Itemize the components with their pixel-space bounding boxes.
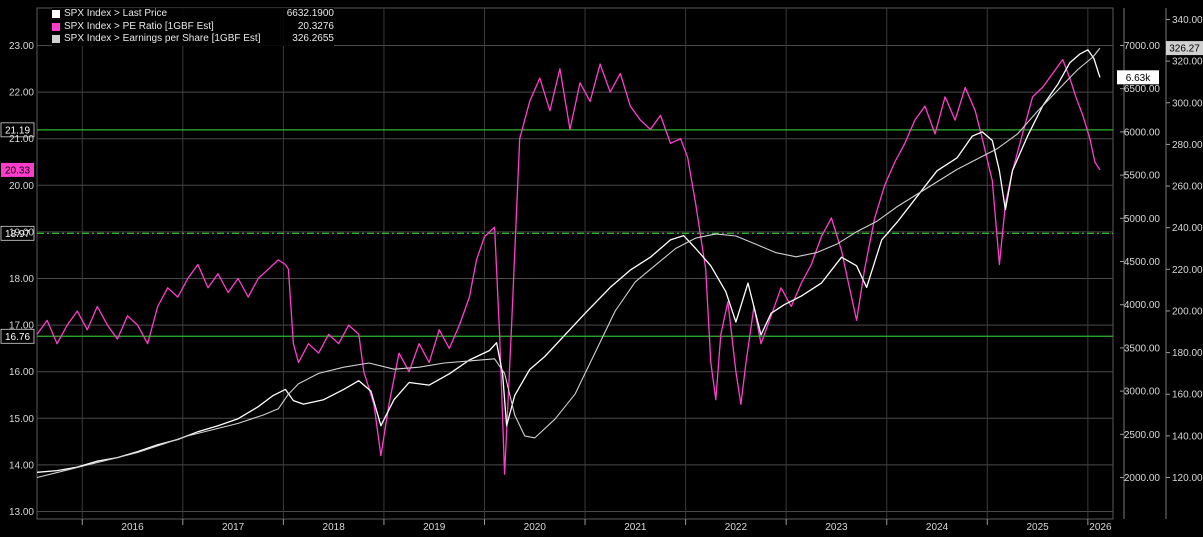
plot-frame xyxy=(36,7,1114,520)
legend-entry-pe: SPX Index > PE Ratio [1GBF Est] 20.3276 xyxy=(52,21,334,34)
x-tick-label: 2020 xyxy=(524,522,547,533)
x-tick-label: 2023 xyxy=(825,522,848,533)
y-price-tick-label: 7000.00 xyxy=(1124,41,1161,52)
legend-value-pe: 20.3276 xyxy=(297,20,334,32)
y-price-tick-label: 2500.00 xyxy=(1124,430,1161,441)
y-price-tick-label: 5000.00 xyxy=(1124,214,1161,225)
y-eps-tick-label: 240.00 xyxy=(1172,223,1203,234)
x-tick-label: 2022 xyxy=(725,522,748,533)
legend-swatch-pe xyxy=(52,22,60,31)
y-left-tick-label: 15.00 xyxy=(9,414,34,425)
eps-last-tag-box xyxy=(1166,41,1203,56)
y-eps-tick-label: 300.00 xyxy=(1172,98,1203,109)
reference-tag-box xyxy=(0,122,35,138)
y-left-tick-label: 16.00 xyxy=(9,367,34,378)
pe-last-tag-box xyxy=(1,162,34,177)
y-price-tick-label: 5500.00 xyxy=(1124,171,1161,182)
value-tags: 20.33 6.63k 326.27 xyxy=(1,41,1203,177)
y-left-tick-label: 23.00 xyxy=(9,41,34,52)
series-line-1 xyxy=(36,49,1101,473)
x-tick-label: 2018 xyxy=(323,522,346,533)
y-price-tick-label: 6000.00 xyxy=(1124,127,1161,138)
legend-swatch-eps xyxy=(52,35,60,44)
y-eps-tick-label: 340.00 xyxy=(1172,15,1203,26)
y-left-tick-label: 13.00 xyxy=(9,507,34,518)
eps-last-tag-label: 326.27 xyxy=(1169,44,1200,55)
y-eps-tick-label: 140.00 xyxy=(1172,431,1203,442)
y-eps-tick-label: 280.00 xyxy=(1172,140,1203,151)
legend-entry-price: SPX Index > Last Price 6632.1900 xyxy=(52,8,334,21)
y-left-tick-label: 18.00 xyxy=(9,274,34,285)
series-lines xyxy=(36,47,1101,479)
y-left-tick-label: 19.00 xyxy=(9,227,34,238)
reference-tag-label: 16.76 xyxy=(5,332,30,343)
y-price-tick-label: 3000.00 xyxy=(1124,387,1161,398)
x-tick-label: 2024 xyxy=(926,522,949,533)
y-left-tick-label: 17.00 xyxy=(9,321,34,332)
y-left-tick-label: 14.00 xyxy=(9,460,34,471)
legend-name-price: SPX Index > Last Price xyxy=(64,8,168,19)
y-price-tick-label: 4000.00 xyxy=(1124,300,1161,311)
chart-axes: 23.00 22.00 21.00 20.00 19.00 18.00 17.00 16.00… xyxy=(9,8,1203,533)
x-tick-label: 2025 xyxy=(1026,522,1049,533)
y-price-tick-label: 2000.00 xyxy=(1124,473,1161,484)
y-left-tick-label: 20.00 xyxy=(9,181,34,192)
legend-name-pe: SPX Index > PE Ratio [1GBF Est] xyxy=(64,20,214,32)
reference-tag-box xyxy=(0,328,35,344)
y-left-tick-label: 22.00 xyxy=(9,88,34,99)
y-eps-tick-label: 180.00 xyxy=(1172,348,1203,359)
y-eps-tick-label: 120.00 xyxy=(1172,473,1203,484)
y-price-tick-label: 4500.00 xyxy=(1124,257,1161,268)
chart-legend: SPX Index > Last Price 6632.1900 SPX Ind… xyxy=(52,8,334,46)
y-left-tick-label: 21.00 xyxy=(9,134,34,145)
series-line-0 xyxy=(36,58,1101,475)
x-tick-label: 2026 xyxy=(1089,522,1112,533)
x-tick-label: 2016 xyxy=(121,522,144,533)
reference-tag-box xyxy=(0,225,35,241)
series-line-2 xyxy=(36,47,1101,479)
y-eps-tick-label: 260.00 xyxy=(1172,182,1203,193)
y-price-tick-label: 3500.00 xyxy=(1124,343,1161,354)
y-eps-tick-label: 220.00 xyxy=(1172,265,1203,276)
legend-value-price: 6632.1900 xyxy=(286,8,334,19)
pe-last-tag-label: 20.33 xyxy=(5,165,30,176)
y-eps-tick-label: 160.00 xyxy=(1172,390,1203,401)
y-eps-tick-label: 320.00 xyxy=(1172,57,1203,68)
x-tick-label: 2021 xyxy=(624,522,647,533)
legend-entry-eps: SPX Index > Earnings per Share [1GBF Est… xyxy=(52,33,334,46)
price-last-tag-box xyxy=(1117,70,1159,85)
x-tick-label: 2017 xyxy=(222,522,245,533)
y-eps-tick-label: 200.00 xyxy=(1172,306,1203,317)
reference-tag-label: 21.19 xyxy=(5,125,30,136)
legend-name-eps: SPX Index > Earnings per Share [1GBF Est… xyxy=(64,33,261,45)
y-price-tick-label: 6500.00 xyxy=(1124,84,1161,95)
legend-swatch-price xyxy=(52,10,60,19)
legend-value-eps: 326.2655 xyxy=(292,33,334,45)
reference-tag-label: 18.97 xyxy=(5,229,30,240)
price-last-tag-label: 6.63k xyxy=(1126,73,1151,84)
x-tick-label: 2019 xyxy=(423,522,446,533)
